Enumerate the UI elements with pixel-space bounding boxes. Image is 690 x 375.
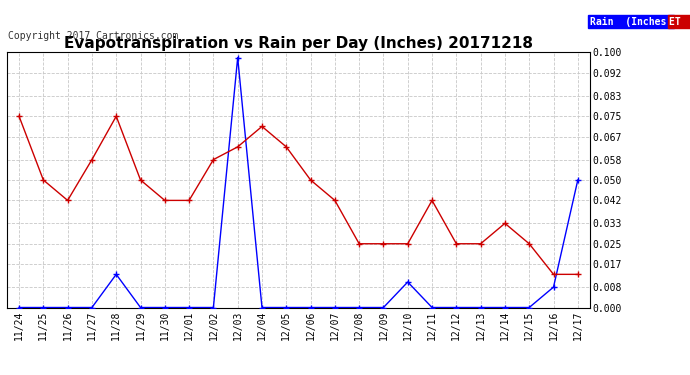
Text: Copyright 2017 Cartronics.com: Copyright 2017 Cartronics.com	[8, 32, 179, 41]
Title: Evapotranspiration vs Rain per Day (Inches) 20171218: Evapotranspiration vs Rain per Day (Inch…	[64, 36, 533, 51]
Text: ET  (Inches): ET (Inches)	[669, 17, 690, 27]
Text: Rain  (Inches): Rain (Inches)	[590, 17, 672, 27]
